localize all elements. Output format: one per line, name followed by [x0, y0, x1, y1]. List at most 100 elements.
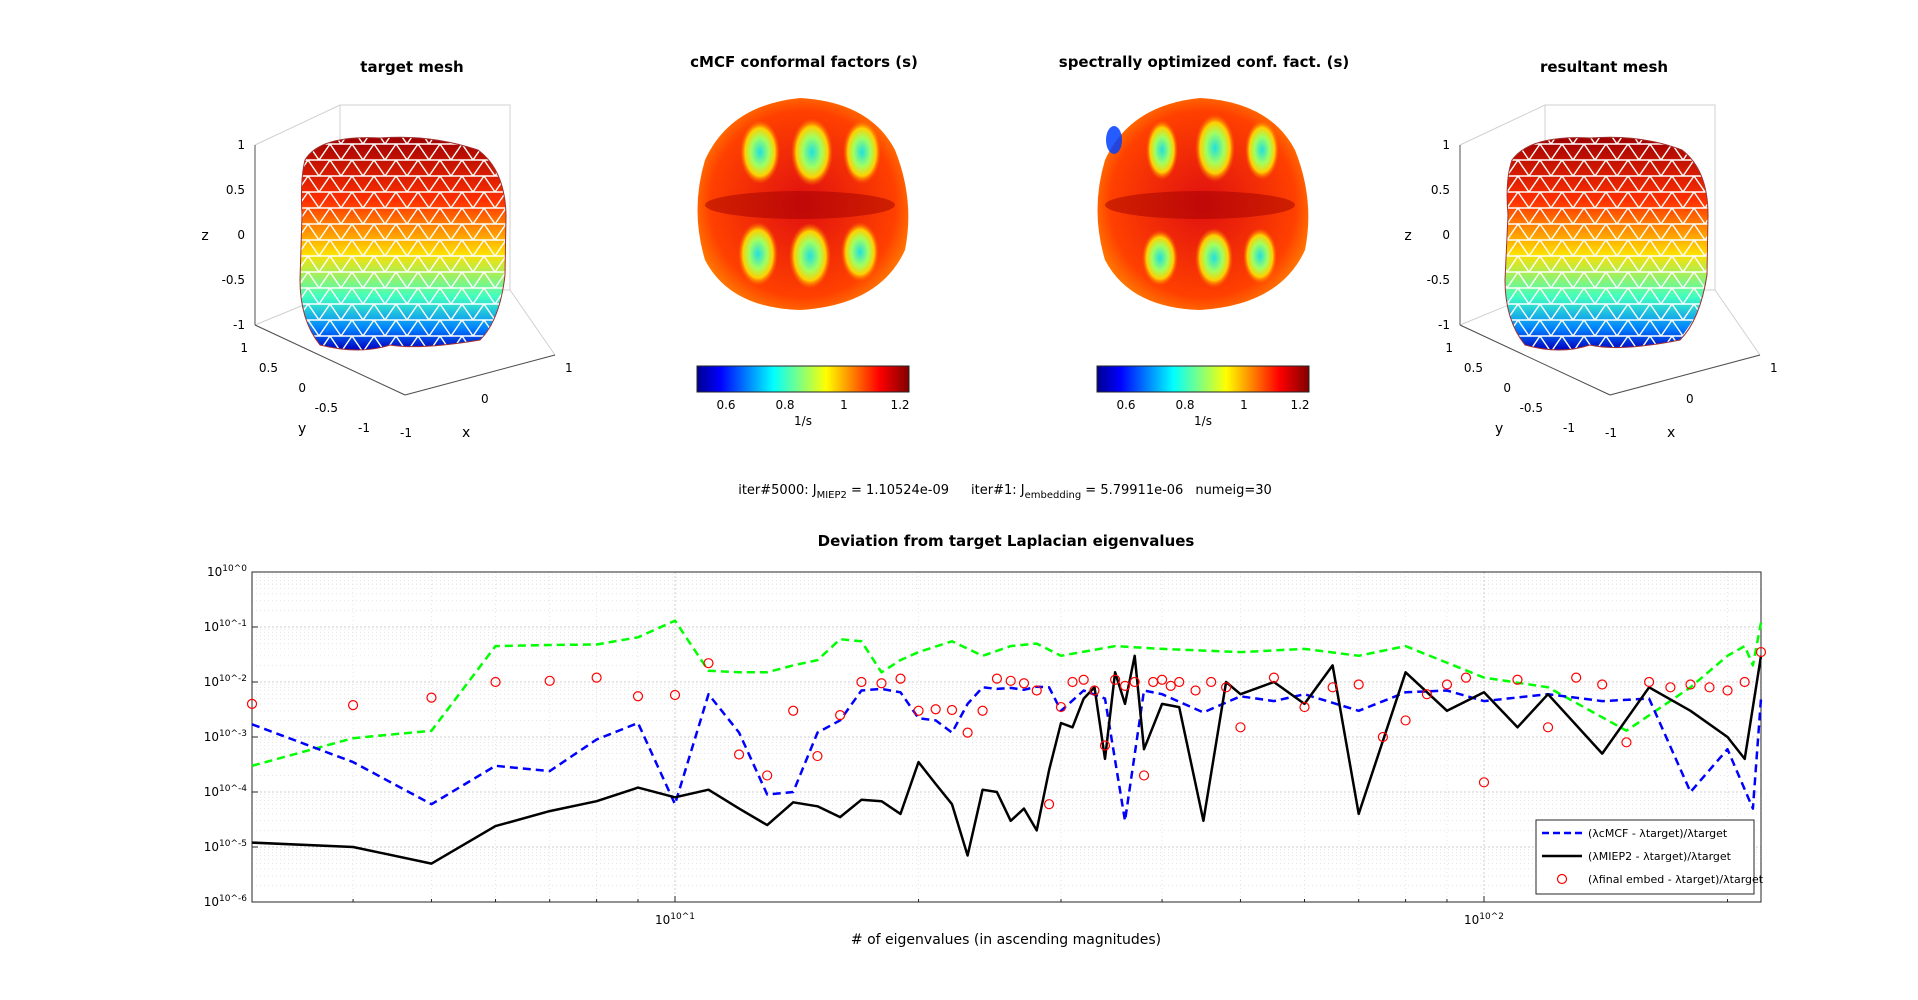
final-embed-point: [762, 770, 773, 781]
resultant-mesh-ztick: -0.5: [1427, 273, 1450, 287]
final-embed-point: [1353, 679, 1364, 690]
chart-minor-grid: [251, 572, 1761, 902]
resultant-mesh-axes-box: [1459, 104, 1761, 396]
chart-title: Deviation from target Laplacian eigenval…: [818, 532, 1195, 550]
target-mesh-panel: target mesh z 1 0.5 0 -0.5 -1 1 0.5 0 -0…: [201, 58, 572, 441]
xtick-label: 1010^2: [1464, 912, 1504, 927]
final-embed-point: [1235, 722, 1246, 733]
target-mesh-xtick: -1: [400, 426, 412, 440]
final-embed-point: [1722, 685, 1733, 696]
final-embed-point: [812, 750, 823, 762]
final-embed-point: [1377, 731, 1389, 743]
xtick-label: 1010^1: [655, 912, 695, 927]
final-embed-point: [1755, 646, 1767, 658]
final-embed-point: [1685, 679, 1696, 690]
target-mesh-title: target mesh: [360, 58, 463, 76]
final-embed-point: [1739, 676, 1750, 688]
final-embed-point: [1055, 701, 1067, 713]
legend-item-final: (λfinal embed - λtarget)/λtarget: [1588, 873, 1764, 886]
resultant-mesh-xtick: 1: [1770, 361, 1778, 375]
final-embed-point: [703, 658, 714, 669]
target-mesh-ztick: -0.5: [222, 273, 245, 287]
target-mesh-ztick: 0: [237, 228, 245, 242]
final-embed-point: [1206, 676, 1217, 688]
final-embed-point: [835, 710, 846, 721]
series-green-line: [251, 619, 1763, 768]
resultant-mesh-title: resultant mesh: [1540, 58, 1668, 76]
final-embed-point: [991, 673, 1003, 684]
resultant-mesh-surface: [1504, 136, 1709, 351]
target-mesh-ztick: 1: [237, 138, 245, 152]
chart-major-grid: [251, 571, 1761, 903]
target-mesh-ytick: 1: [240, 341, 248, 355]
final-embed-point: [669, 689, 681, 701]
final-embed-point: [1190, 685, 1201, 696]
resultant-mesh-ytick: 0.5: [1464, 361, 1483, 375]
final-embed-point: [895, 673, 906, 684]
annot-val1: = 1.10524e-09: [847, 483, 949, 498]
ytick-label: 1010^-3: [204, 729, 247, 744]
final-embed-point: [930, 704, 941, 715]
final-embed-point: [788, 705, 799, 716]
final-embed-point: [347, 700, 359, 711]
final-embed-point: [490, 676, 501, 688]
resultant-mesh-ytick: -1: [1563, 421, 1575, 435]
resultant-mesh-xtick: -1: [1605, 426, 1617, 440]
chart-legend: (λcMCF - λtarget)/λtarget (λMIEP2 - λtar…: [1535, 819, 1764, 895]
legend-swatch-final: [1556, 873, 1568, 885]
target-mesh-ztick: -1: [233, 318, 245, 332]
target-mesh-ytick: -1: [358, 421, 370, 435]
cmcf-title: cMCF conformal factors (s): [690, 53, 918, 71]
ytick-label: 1010^-1: [204, 619, 247, 634]
ytick-label: 1010^0: [207, 564, 247, 579]
annot-sub2: embedding: [1025, 490, 1082, 501]
final-embed-point: [1460, 672, 1472, 683]
final-embed-point: [1129, 676, 1140, 688]
series-cmcf-line: [251, 685, 1763, 823]
annot-sub1: MIEP2: [817, 490, 847, 501]
target-mesh-ytick: -0.5: [315, 401, 338, 415]
final-embed-point: [1119, 680, 1131, 691]
final-embed-point: [1078, 674, 1089, 685]
iteration-annotation: iter#5000: JMIEP2 = 1.10524e-09 iter#1: J…: [738, 483, 1272, 501]
series-final-embed: [246, 646, 1767, 810]
legend-item-miep2: (λMIEP2 - λtarget)/λtarget: [1588, 850, 1732, 863]
annot-iter2: iter#1: J: [971, 483, 1025, 498]
target-mesh-xtick: 1: [565, 361, 573, 375]
chart-plot-area: [251, 571, 1762, 903]
cmcf-sphere: [697, 98, 909, 310]
spectral-cbar-label: 1/s: [1194, 414, 1212, 428]
spectral-cbar-tick: 0.6: [1116, 398, 1135, 412]
final-embed-point: [913, 705, 924, 716]
spectral-cbar-tick: 1: [1240, 398, 1248, 412]
resultant-mesh-xlabel: x: [1667, 425, 1675, 441]
final-embed-point: [1571, 672, 1582, 683]
resultant-mesh-ztick: -1: [1438, 318, 1450, 332]
cmcf-cbar-tick: 0.8: [775, 398, 794, 412]
target-mesh-xlabel: x: [462, 425, 470, 441]
cmcf-panel: cMCF conformal factors (s) 0.6 0.8 1 1.2…: [690, 53, 918, 428]
final-embed-point: [544, 675, 555, 686]
annot-iter1: iter#5000: J: [738, 483, 816, 498]
ytick-label: 1010^-4: [204, 784, 248, 799]
resultant-mesh-ztick: 0: [1442, 228, 1450, 242]
final-embed-point: [1542, 722, 1554, 733]
cmcf-colorbar: 0.6 0.8 1 1.2 1/s: [696, 365, 910, 428]
resultant-mesh-ytick: 0: [1503, 381, 1511, 395]
final-embed-point: [1138, 770, 1150, 781]
final-embed-point: [1089, 685, 1100, 696]
final-embed-point: [1597, 679, 1608, 690]
final-embed-point: [1067, 676, 1078, 688]
series-miep2-line: [251, 654, 1763, 865]
chart-x-ticks: 1010^1 1010^2: [655, 912, 1504, 927]
final-embed-point: [1704, 682, 1715, 693]
spectral-sphere: [1097, 98, 1309, 310]
target-mesh-xtick: 0: [481, 392, 489, 406]
spectral-title: spectrally optimized conf. fact. (s): [1059, 53, 1349, 71]
cmcf-cbar-tick: 0.6: [716, 398, 735, 412]
spectral-colorbar: 0.6 0.8 1 1.2 1/s: [1096, 365, 1310, 428]
final-embed-point: [1400, 715, 1411, 726]
target-mesh-ylabel: y: [298, 421, 306, 437]
cmcf-cbar-label: 1/s: [794, 414, 812, 428]
final-embed-point: [1478, 777, 1490, 788]
